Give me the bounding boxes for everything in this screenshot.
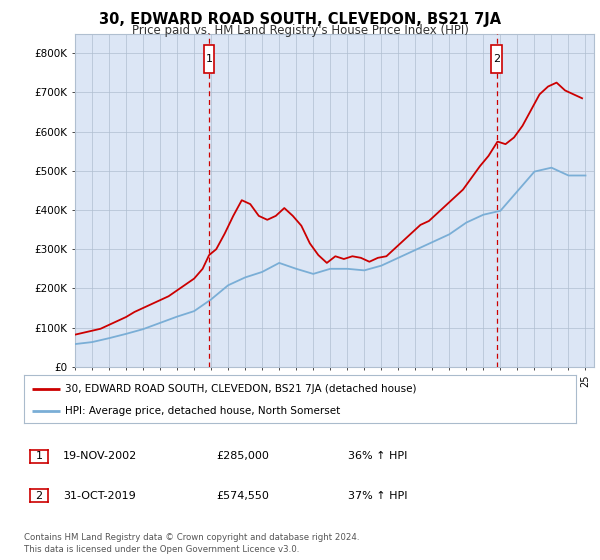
Text: 37% ↑ HPI: 37% ↑ HPI: [348, 491, 407, 501]
Text: 2: 2: [35, 491, 43, 501]
Text: 2: 2: [493, 54, 500, 64]
Text: HPI: Average price, detached house, North Somerset: HPI: Average price, detached house, Nort…: [65, 406, 341, 416]
Text: Contains HM Land Registry data © Crown copyright and database right 2024.
This d: Contains HM Land Registry data © Crown c…: [24, 533, 359, 554]
Text: 19-NOV-2002: 19-NOV-2002: [63, 451, 137, 461]
Text: £285,000: £285,000: [216, 451, 269, 461]
Bar: [491, 45, 502, 73]
Text: 1: 1: [206, 54, 212, 64]
Text: 1: 1: [35, 451, 43, 461]
Text: £574,550: £574,550: [216, 491, 269, 501]
Bar: [203, 45, 214, 73]
Text: Price paid vs. HM Land Registry's House Price Index (HPI): Price paid vs. HM Land Registry's House …: [131, 24, 469, 37]
Text: 30, EDWARD ROAD SOUTH, CLEVEDON, BS21 7JA (detached house): 30, EDWARD ROAD SOUTH, CLEVEDON, BS21 7J…: [65, 384, 417, 394]
Text: 31-OCT-2019: 31-OCT-2019: [63, 491, 136, 501]
Text: 36% ↑ HPI: 36% ↑ HPI: [348, 451, 407, 461]
Text: 30, EDWARD ROAD SOUTH, CLEVEDON, BS21 7JA: 30, EDWARD ROAD SOUTH, CLEVEDON, BS21 7J…: [99, 12, 501, 27]
